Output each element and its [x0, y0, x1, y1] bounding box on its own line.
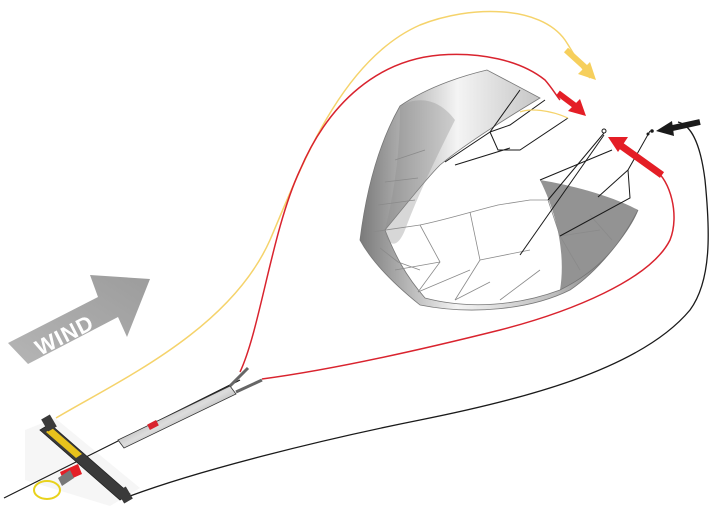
- wind-arrow: WIND: [8, 275, 150, 364]
- depower-tube: [117, 385, 237, 449]
- black-line: [129, 121, 709, 497]
- arrow-red-right: [608, 137, 665, 178]
- red-line-back: [261, 169, 675, 380]
- wind-arrow-shape: [8, 275, 150, 364]
- connector-dot: [646, 132, 650, 136]
- canopy-ribs: [371, 149, 613, 301]
- canopy-outer: [359, 69, 639, 311]
- arrow-yellow: [563, 47, 596, 80]
- chicken-loop: [33, 480, 61, 500]
- connector-dot: [650, 129, 654, 133]
- arrow-black: [656, 119, 701, 136]
- yellow-line: [55, 10, 591, 419]
- arrow-red-top: [556, 90, 586, 116]
- bridle-lines: [444, 89, 651, 256]
- control-bar-assembly: [3, 366, 263, 506]
- canopy-inner-left: [385, 100, 455, 244]
- connector-dot: [601, 128, 607, 134]
- kite-canopy: [359, 69, 639, 311]
- yellow-line-end: [519, 109, 569, 119]
- red-line: [239, 53, 561, 373]
